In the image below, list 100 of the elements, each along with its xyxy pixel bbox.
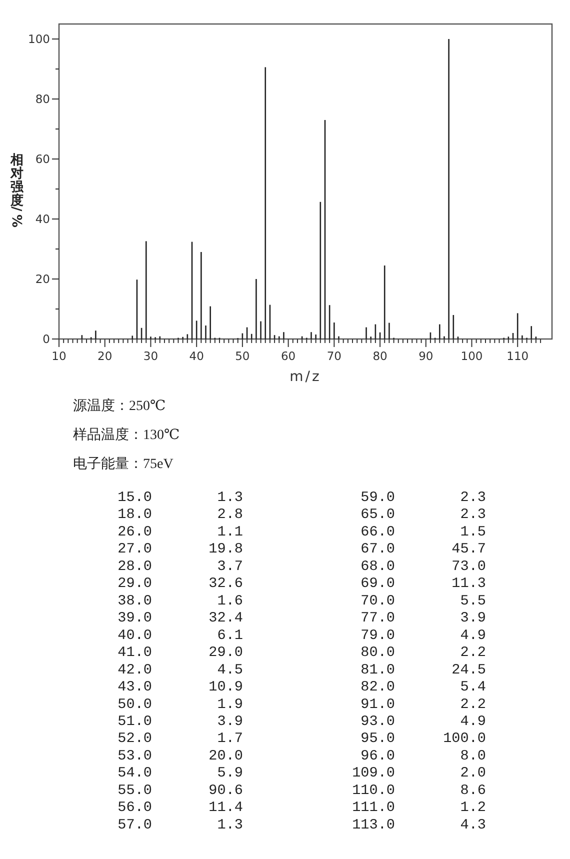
text: 69.0 — [360, 576, 395, 592]
text: 38.0 — [118, 593, 152, 610]
text: 32.6 — [208, 576, 243, 592]
x-tick-label: 90 — [418, 349, 434, 363]
text: 2.2 — [460, 696, 486, 713]
x-tick-label: 50 — [235, 349, 250, 363]
text: 73.0 — [452, 558, 486, 575]
text: 65.0 — [360, 507, 395, 524]
text: 90.6 — [208, 782, 243, 799]
x-tick-label: 30 — [143, 349, 158, 363]
y-tick-label: 20 — [35, 272, 50, 286]
text: 2.3 — [460, 490, 486, 506]
text: 100.0 — [443, 731, 486, 748]
text: 11.4 — [208, 800, 243, 816]
text: 91.0 — [360, 696, 395, 713]
text: 4.9 — [460, 628, 486, 644]
text: 1.2 — [460, 800, 486, 816]
text: 1.7 — [217, 731, 243, 748]
text: 109.0 — [352, 766, 395, 782]
text: 4.3 — [460, 817, 486, 834]
text: 4.5 — [217, 662, 243, 678]
text: 29.0 — [118, 576, 152, 592]
text: 42.0 — [118, 662, 152, 678]
text: 51.0 — [118, 714, 152, 730]
text: 11.3 — [452, 576, 486, 592]
text: 59.0 — [360, 490, 395, 506]
text: 5.9 — [217, 766, 243, 782]
text: 81.0 — [360, 662, 395, 678]
y-axis-title: 相对强度/% — [8, 152, 24, 228]
text: 2.0 — [460, 766, 486, 782]
text: 52.0 — [118, 731, 152, 748]
x-tick-label: 80 — [372, 349, 388, 363]
text: 1.1 — [217, 524, 243, 540]
x-tick-label: 110 — [506, 349, 529, 363]
text: 113.0 — [352, 817, 395, 834]
x-axis-title: m/z — [290, 369, 322, 385]
x-tick-label: 70 — [326, 349, 342, 363]
text: 68.0 — [360, 558, 395, 575]
y-tick-label: 0 — [42, 332, 50, 346]
text: 1.6 — [217, 593, 243, 610]
text: 67.0 — [360, 542, 395, 558]
text: 1.5 — [460, 524, 486, 540]
x-tick-label: 60 — [280, 349, 296, 363]
text: 1.3 — [217, 817, 243, 834]
text: 2.8 — [217, 507, 243, 524]
text: 15.0 — [118, 490, 152, 506]
y-tick-label: 100 — [28, 32, 50, 46]
text: 8.0 — [460, 748, 486, 764]
text: 24.5 — [452, 662, 486, 678]
text: 19.8 — [208, 542, 243, 558]
text: 70.0 — [360, 593, 395, 610]
text: 45.7 — [452, 542, 486, 558]
x-tick-label: 20 — [98, 349, 112, 363]
text: 26.0 — [118, 524, 152, 540]
text: 1.3 — [217, 490, 243, 506]
x-tick-label: 10 — [52, 349, 66, 363]
text: 77.0 — [360, 610, 395, 627]
text: 2.3 — [460, 507, 486, 524]
text: 3.7 — [217, 558, 243, 575]
text: 39.0 — [118, 610, 152, 627]
text: 27.0 — [118, 542, 152, 558]
y-tick-label: 60 — [35, 152, 50, 166]
text: 41.0 — [118, 645, 152, 662]
text: 111.0 — [352, 800, 395, 816]
text: 40.0 — [118, 628, 152, 644]
text: 95.0 — [360, 731, 395, 748]
text: 93.0 — [360, 714, 395, 730]
text: 5.4 — [460, 680, 486, 696]
text: 6.1 — [217, 628, 243, 644]
text: 10.9 — [208, 680, 243, 696]
text: 110.0 — [352, 782, 395, 799]
text: 32.4 — [208, 610, 243, 627]
text: 20.0 — [208, 748, 243, 764]
text: 56.0 — [118, 800, 152, 816]
x-tick-label: 40 — [189, 349, 204, 363]
text: 样品温度：130℃ — [73, 427, 180, 443]
text: 3.9 — [460, 610, 486, 627]
text: 5.5 — [460, 593, 486, 610]
y-tick-label: 80 — [35, 92, 50, 106]
text: 2.2 — [460, 645, 486, 662]
text: 82.0 — [360, 680, 395, 696]
text: 源温度：250℃ — [73, 398, 166, 414]
text: 1.9 — [217, 696, 243, 713]
text: 55.0 — [118, 782, 152, 799]
x-tick-label: 100 — [460, 349, 483, 363]
text: 8.6 — [460, 782, 486, 799]
text: 96.0 — [360, 748, 395, 764]
text: 28.0 — [118, 558, 152, 575]
text: 18.0 — [118, 507, 152, 524]
text: 80.0 — [360, 645, 395, 662]
y-tick-label: 40 — [35, 212, 50, 226]
text: 54.0 — [118, 766, 152, 782]
text: 4.9 — [460, 714, 486, 730]
text: 3.9 — [217, 714, 243, 730]
text: 66.0 — [360, 524, 395, 540]
text: 57.0 — [118, 817, 152, 834]
text: 53.0 — [118, 748, 152, 764]
text: 电子能量：75eV — [73, 456, 174, 472]
text: 50.0 — [118, 696, 152, 713]
text: 43.0 — [118, 680, 152, 696]
